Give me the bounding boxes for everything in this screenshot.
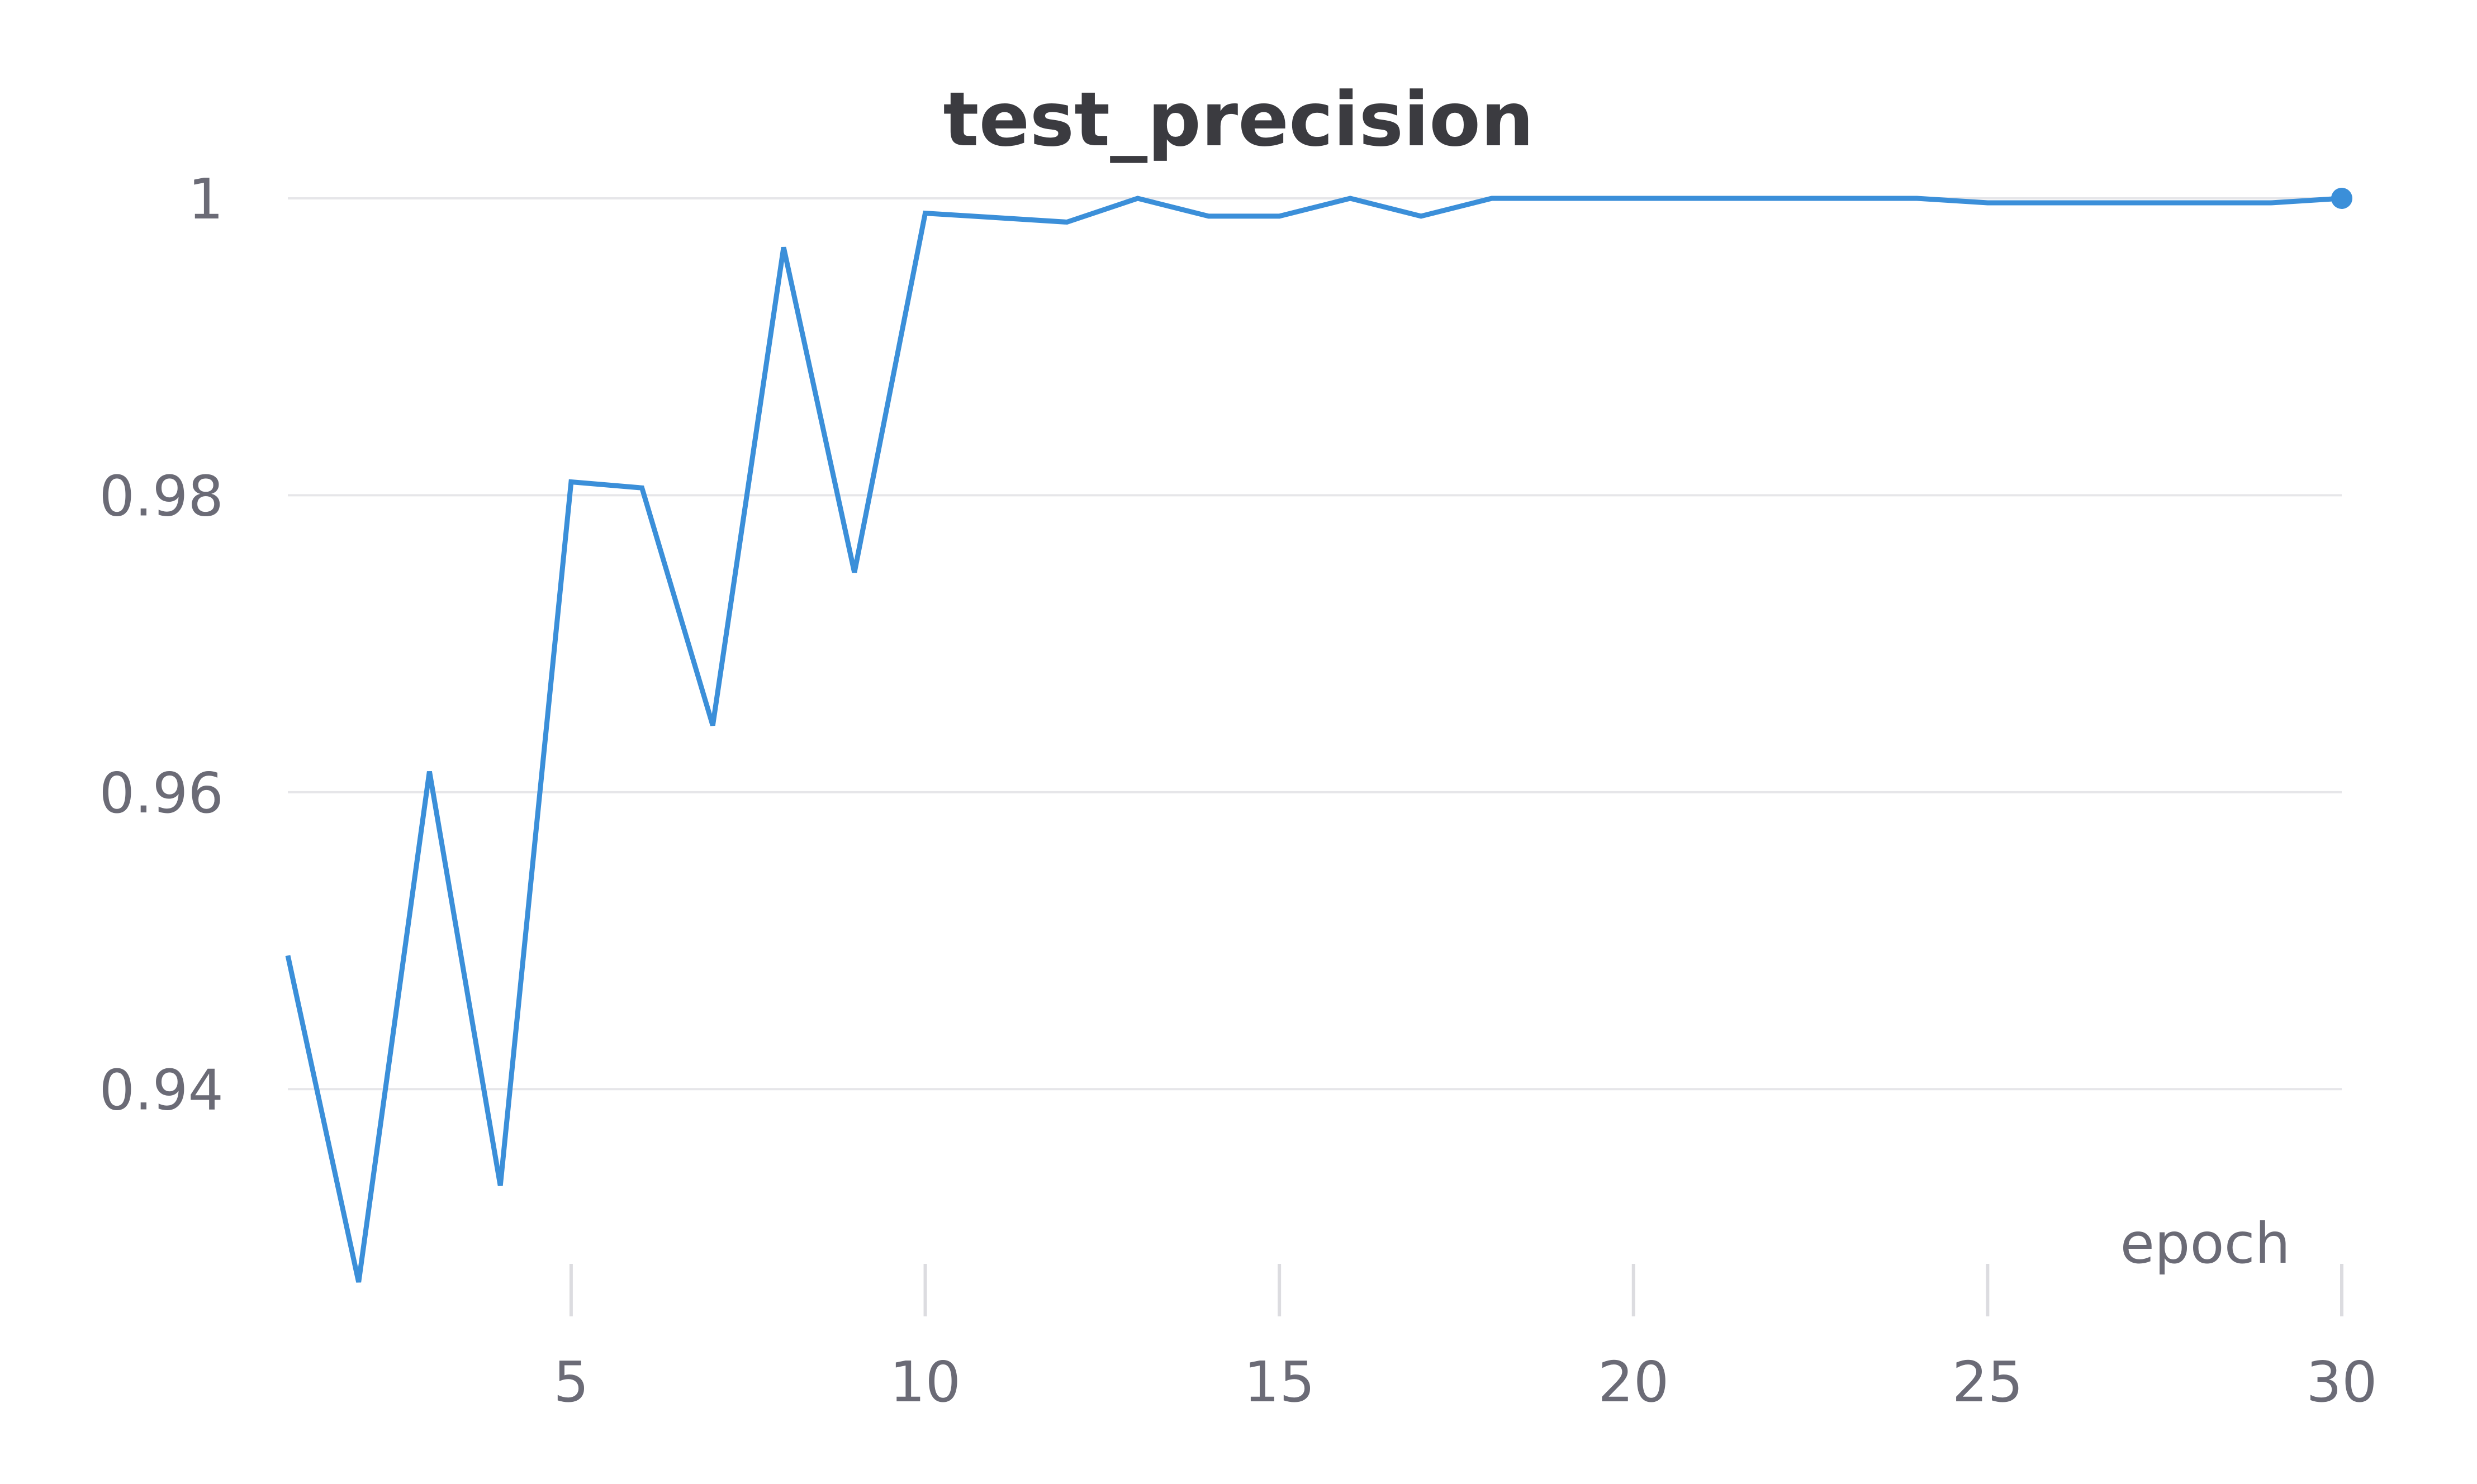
- y-tick-label: 1: [188, 167, 224, 232]
- x-tick-label: 15: [1244, 1349, 1315, 1415]
- x-axis-tick-labels: 5 10 15 20 25 30: [553, 1349, 2378, 1415]
- x-tick-label: 30: [2306, 1349, 2377, 1415]
- y-tick-label: 0.94: [99, 1057, 224, 1122]
- x-axis-ticks: [569, 1264, 2343, 1316]
- x-axis-label: epoch: [2120, 1211, 2290, 1276]
- x-tick-label: 10: [890, 1349, 961, 1415]
- series-end-point: [2331, 188, 2352, 209]
- x-tick-label: 5: [553, 1349, 589, 1415]
- gridlines: [288, 197, 2342, 1091]
- y-axis-tick-labels: 0.94 0.96 0.98 1: [99, 167, 224, 1122]
- x-tick-label: 25: [1952, 1349, 2023, 1415]
- y-tick-label: 0.96: [99, 760, 224, 826]
- x-tick-label: 20: [1598, 1349, 1669, 1415]
- series-layer: [285, 188, 2352, 1283]
- y-tick-label: 0.98: [99, 463, 224, 529]
- chart-title: test_precision: [943, 76, 1534, 163]
- series-line: [285, 196, 2342, 1283]
